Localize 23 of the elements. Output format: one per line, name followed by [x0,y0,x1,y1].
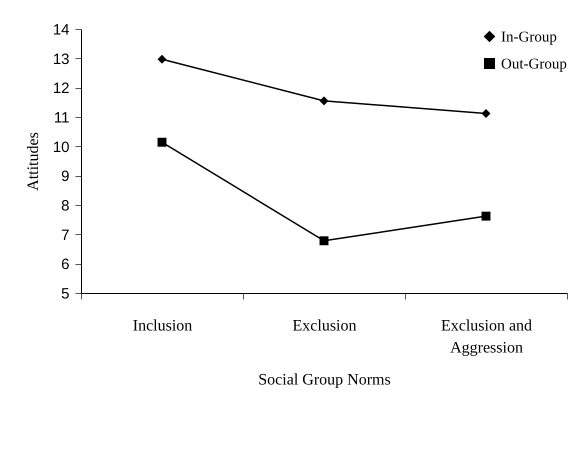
point [482,212,490,221]
y-tick-label: 8 [61,198,70,214]
legend-label: Out-Group [501,56,567,72]
y-tick-label: 5 [61,286,70,302]
y-axis-title: Attitudes [24,132,42,191]
y-tick-label: 6 [61,256,70,274]
x-tick-label: Exclusion and Aggression [440,318,532,356]
y-tick-label: 7 [61,226,70,244]
point [158,138,166,147]
x-tick-label: Exclusion [292,318,356,334]
y-tick-label: 9 [61,168,70,186]
y-tick-label: 13 [52,50,70,68]
y-tick-label: 12 [52,80,70,98]
x-axis-title: Social Group Norms [258,372,391,388]
legend-label: In-Group [501,30,557,46]
point [320,96,328,106]
point [482,109,490,118]
point [158,54,166,64]
y-tick-label: 10 [52,138,70,156]
point [320,236,328,246]
y-tick-label: 11 [54,110,70,126]
y-tick-label: 14 [52,22,70,38]
x-tick-label: Inclusion [132,318,192,334]
